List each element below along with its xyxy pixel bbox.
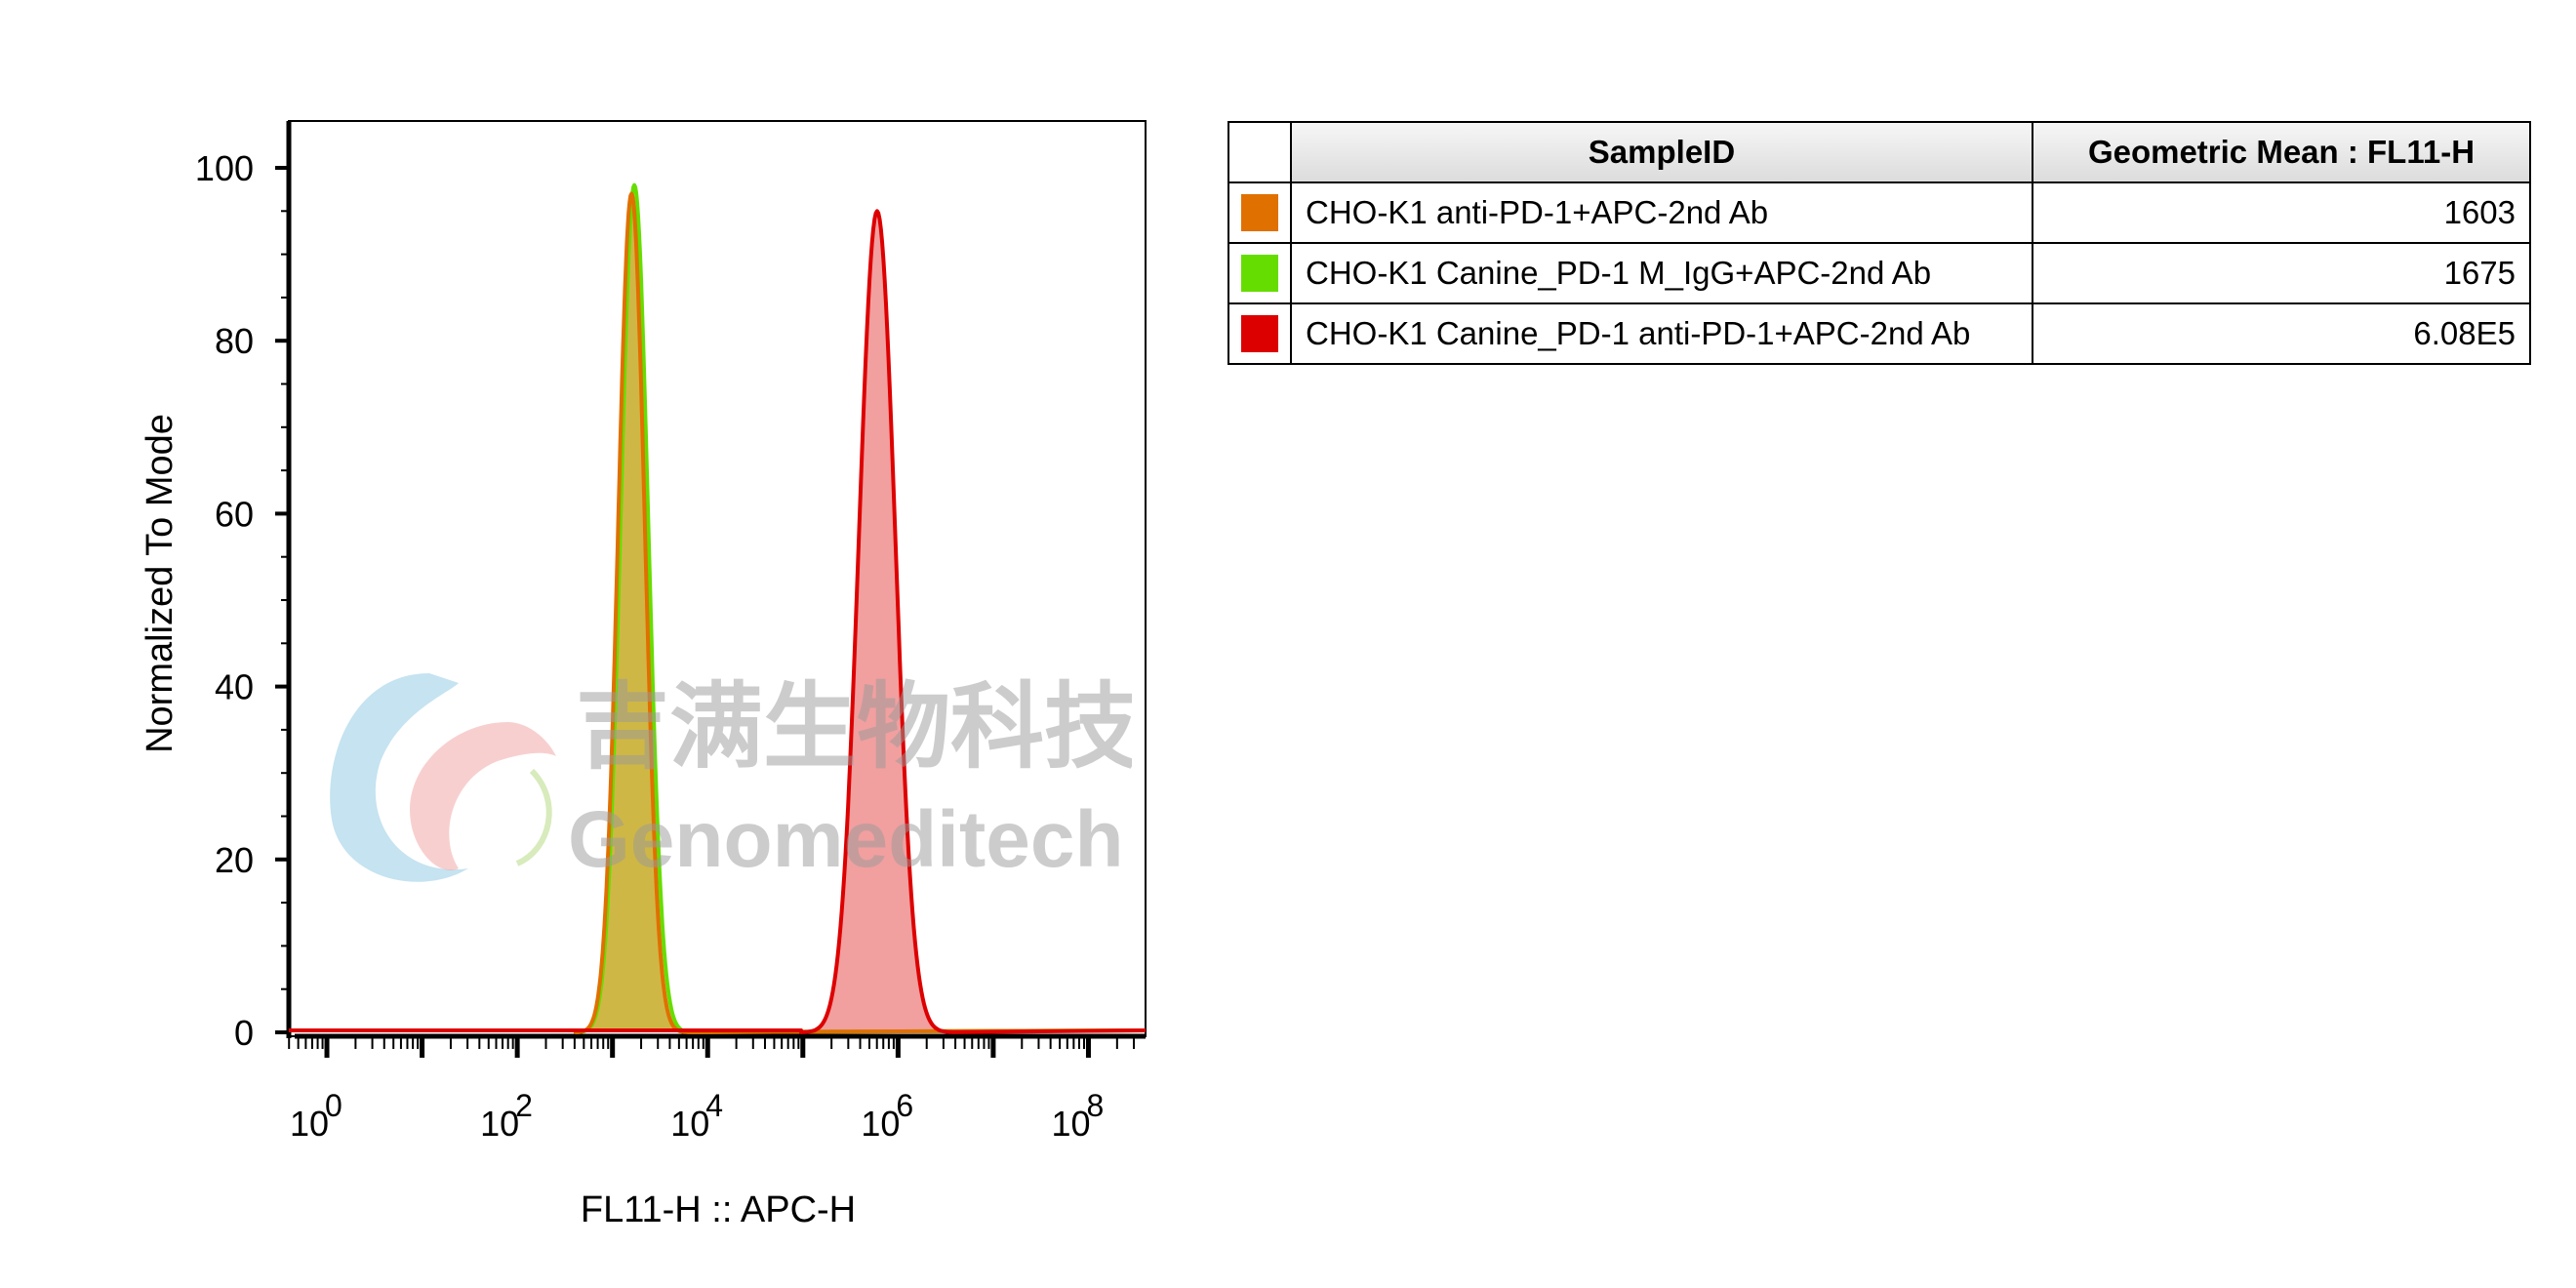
legend-swatch-red [1241, 315, 1278, 352]
x-tick-label-base: 10 [861, 1104, 900, 1144]
x-tick-label-base: 10 [290, 1104, 329, 1144]
legend-swatch-header [1228, 121, 1292, 183]
y-tick-label: 100 [195, 148, 254, 188]
x-axis-label: FL11-H :: APC-H [581, 1189, 856, 1230]
x-tick-label-exponent: 0 [325, 1088, 342, 1123]
legend-swatch-cell [1228, 181, 1292, 244]
legend-swatch-orange [1241, 194, 1278, 231]
legend-header-sampleid: SampleID [1290, 121, 2033, 183]
x-tick-label-base: 10 [480, 1104, 519, 1144]
legend-row: CHO-K1 Canine_PD-1 anti-PD-1+APC-2nd Ab … [1228, 302, 2531, 365]
series-fill [575, 193, 688, 1033]
legend-geomean-value: 1675 [2032, 242, 2531, 304]
legend-header-geomean: Geometric Mean : FL11-H [2032, 121, 2531, 183]
x-tick-label-base: 10 [670, 1104, 709, 1144]
legend-swatch-cell [1228, 242, 1292, 304]
x-tick-label-exponent: 2 [515, 1088, 533, 1123]
legend-row: CHO-K1 anti-PD-1+APC-2nd Ab 1603 [1228, 181, 2531, 244]
series-line [289, 209, 1147, 1034]
y-tick-label: 80 [215, 321, 254, 361]
legend-row: CHO-K1 Canine_PD-1 M_IgG+APC-2nd Ab 1675 [1228, 242, 2531, 304]
legend-swatch-green [1241, 255, 1278, 292]
watermark-chinese: 吉满生物科技 [576, 672, 1132, 782]
x-tick-label-base: 10 [1051, 1104, 1090, 1144]
legend-sample-name: CHO-K1 anti-PD-1+APC-2nd Ab [1290, 181, 2033, 244]
series-line [289, 191, 1147, 1034]
y-tick-label: 0 [234, 1013, 254, 1053]
y-axis-label: Normalized To Mode [140, 414, 181, 753]
watermark-logo: 吉满生物科技 Genomeditech [312, 654, 1138, 907]
legend-table: SampleID Geometric Mean : FL11-H CHO-K1 … [1228, 121, 2531, 365]
legend-geomean-value: 1603 [2032, 181, 2531, 244]
legend-sample-name: CHO-K1 Canine_PD-1 M_IgG+APC-2nd Ab [1290, 242, 2033, 304]
x-tick-label-exponent: 8 [1086, 1088, 1104, 1123]
legend-header-row: SampleID Geometric Mean : FL11-H [1228, 121, 2531, 183]
legend-sample-name: CHO-K1 Canine_PD-1 anti-PD-1+APC-2nd Ab [1290, 302, 2033, 365]
watermark-graphic: 吉满生物科技 Genomeditech [330, 672, 1138, 884]
legend-geomean-value: 6.08E5 [2032, 302, 2531, 365]
y-tick-label: 40 [215, 667, 254, 707]
legend-swatch-cell [1228, 302, 1292, 365]
watermark-english: Genomeditech [568, 795, 1124, 884]
x-tick-label-exponent: 6 [896, 1088, 913, 1123]
x-tick-label-exponent: 4 [705, 1088, 723, 1123]
y-tick-label: 60 [215, 494, 254, 534]
y-tick-label: 20 [215, 840, 254, 880]
series-fill [801, 211, 953, 1033]
